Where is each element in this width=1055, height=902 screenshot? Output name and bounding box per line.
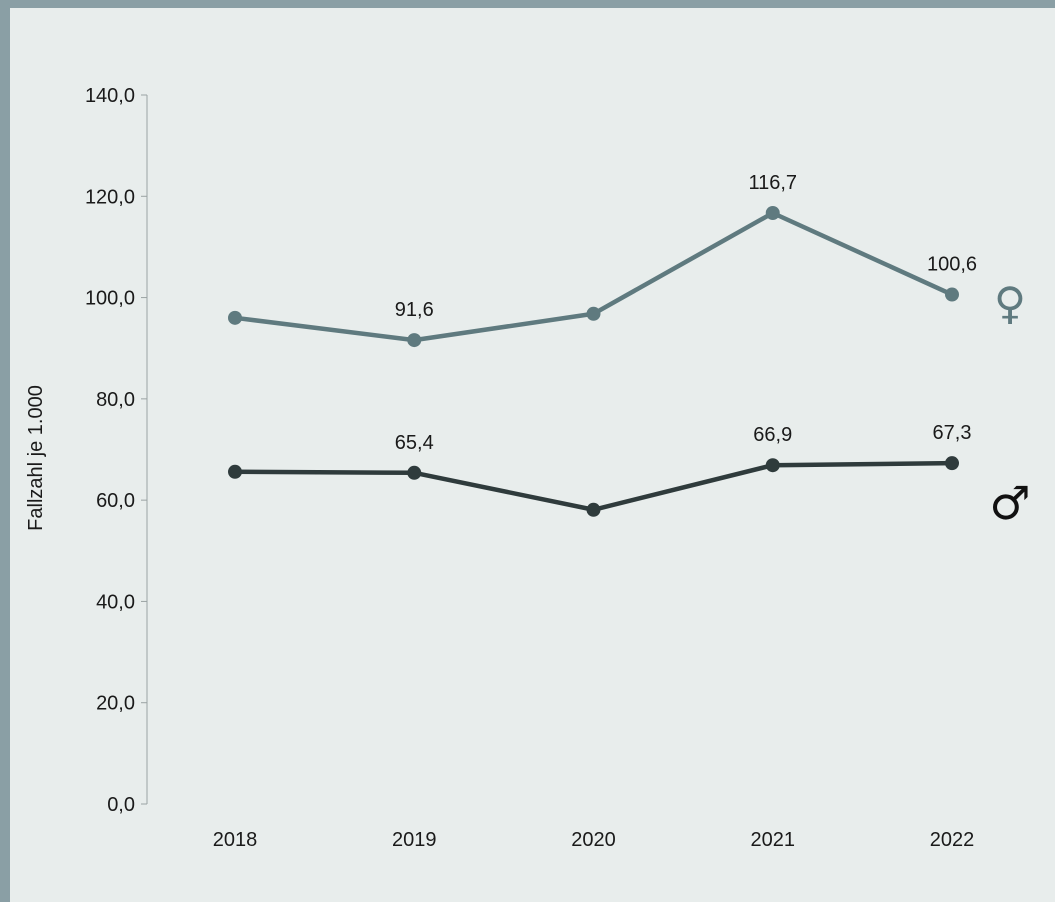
data-label: 66,9	[753, 424, 792, 446]
data-point	[765, 458, 780, 473]
female-symbol-icon: ♀	[994, 279, 1026, 330]
x-tick-label: 2022	[930, 829, 975, 851]
y-tick-label: 60,0	[96, 490, 135, 512]
x-tick-label: 2020	[571, 829, 616, 851]
y-tick-label: 0,0	[107, 794, 135, 816]
data-point	[945, 287, 959, 302]
series-line	[234, 210, 953, 343]
data-point	[586, 502, 601, 517]
x-ticks: 2018 2019 2020 2021 2022	[213, 829, 975, 851]
x-tick-label: 2021	[751, 829, 796, 851]
data-point	[945, 456, 959, 471]
data-label: 116,7	[748, 172, 797, 194]
y-tick-label: 100,0	[85, 288, 135, 310]
data-point	[407, 465, 422, 480]
y-tick-label: 40,0	[96, 591, 135, 613]
chart-frame: 0,0 20,0 40,0 60,0 80,0 100,0 120,0 140,0 2018 2…	[10, 8, 1055, 902]
y-tick-label: 20,0	[96, 693, 135, 715]
data-point	[586, 306, 601, 321]
data-point	[228, 310, 242, 325]
series-female: 91,6 116,7 100,6 ♀	[228, 172, 1026, 348]
y-tick-label: 80,0	[96, 389, 135, 411]
y-tick-label: 140,0	[85, 85, 135, 107]
data-point	[765, 205, 780, 220]
male-symbol-icon: ♂	[989, 476, 1030, 530]
data-label: 100,6	[927, 254, 977, 276]
series-layer: 91,6 116,7 100,6 ♀ 65,4 66,9 67,3 ♂	[228, 172, 1031, 530]
x-tick-label: 2019	[392, 829, 437, 851]
data-label: 67,3	[933, 422, 972, 444]
data-point	[407, 333, 422, 348]
x-tick-label: 2018	[213, 829, 258, 851]
data-point	[228, 464, 242, 479]
y-tick-label: 120,0	[85, 186, 135, 208]
y-axis-title: Fallzahl je 1.000	[25, 385, 47, 531]
y-ticks: 0,0 20,0 40,0 60,0 80,0 100,0 120,0 140,0	[85, 85, 147, 816]
data-label: 91,6	[395, 299, 434, 321]
series-male: 65,4 66,9 67,3 ♂	[228, 422, 1031, 530]
data-label: 65,4	[395, 432, 434, 454]
